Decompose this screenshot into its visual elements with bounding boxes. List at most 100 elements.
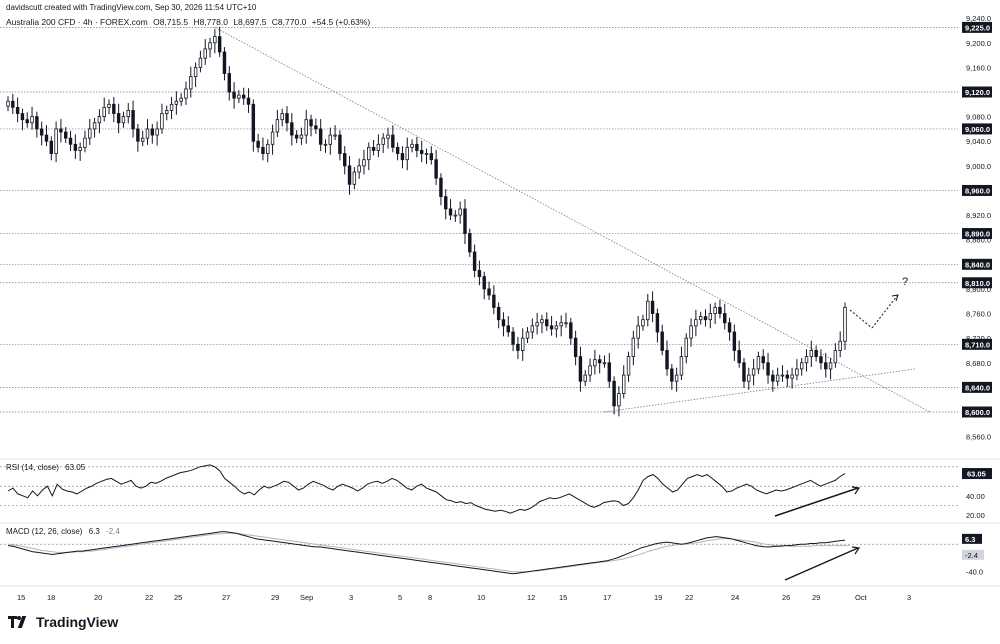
candle-up bbox=[626, 356, 631, 376]
rsi-axis-tick: 20.00 bbox=[966, 511, 985, 520]
tradingview-logo-icon bbox=[8, 615, 30, 629]
candle-up bbox=[198, 57, 203, 68]
candle-down bbox=[718, 306, 722, 314]
time-axis-tick: 3 bbox=[349, 593, 353, 602]
level-badge bbox=[962, 86, 992, 98]
time-axis-tick: Oct bbox=[855, 593, 868, 602]
candle-up bbox=[179, 97, 183, 102]
rsi-value-badge bbox=[962, 468, 992, 480]
macd-value: 6.3 bbox=[88, 527, 100, 536]
price-axis-tick: 9,040.0 bbox=[966, 137, 991, 146]
candle-down bbox=[73, 143, 78, 151]
level-badge-label: 8,640.0 bbox=[965, 383, 990, 392]
candle-up bbox=[410, 143, 414, 148]
candle-up bbox=[588, 365, 592, 376]
candle-down bbox=[217, 36, 222, 53]
ohlc-low: L8,697.5 bbox=[233, 17, 267, 27]
candle-up bbox=[790, 374, 794, 379]
candle-down bbox=[343, 153, 347, 167]
candle-down bbox=[737, 350, 741, 364]
candle-down bbox=[703, 316, 708, 321]
candle-up bbox=[636, 325, 640, 339]
candle-up bbox=[674, 374, 679, 382]
candle-down bbox=[11, 100, 15, 108]
macd-signal-value: -2.4 bbox=[106, 527, 120, 536]
candle-up bbox=[756, 356, 761, 370]
candle-up bbox=[780, 374, 785, 377]
candle-down bbox=[487, 288, 491, 296]
candle-down bbox=[285, 113, 289, 124]
price-axis-tick: 9,160.0 bbox=[966, 63, 991, 72]
candle-up bbox=[535, 322, 539, 327]
candle-down bbox=[660, 331, 664, 351]
level-badge-label: 9,225.0 bbox=[965, 23, 990, 32]
candle-down bbox=[232, 91, 236, 99]
candle-up bbox=[323, 143, 328, 146]
candle-down bbox=[501, 319, 506, 327]
candle-up bbox=[622, 374, 626, 394]
candle-down bbox=[597, 359, 602, 364]
symbol-title-bar: Australia 200 CFD · 4h · FOREX.com O8,71… bbox=[6, 17, 373, 27]
candle-up bbox=[213, 36, 217, 44]
uptrend-line bbox=[604, 368, 916, 413]
candle-down bbox=[670, 368, 674, 382]
candle-down bbox=[545, 319, 549, 327]
candle-up bbox=[386, 134, 390, 139]
macd-trend-arrow bbox=[784, 547, 859, 581]
arrowhead-icon bbox=[851, 546, 861, 555]
candle-down bbox=[150, 128, 155, 136]
time-axis-tick: 8 bbox=[428, 593, 432, 602]
candle-down bbox=[516, 343, 520, 351]
candle-down bbox=[650, 300, 655, 314]
candle-down bbox=[290, 122, 294, 136]
candle-up bbox=[708, 313, 713, 321]
time-axis-tick: 27 bbox=[222, 593, 230, 602]
candle-up bbox=[54, 128, 58, 154]
candle-up bbox=[107, 103, 111, 108]
candle-up bbox=[270, 131, 275, 145]
macd-signal-line bbox=[7, 532, 850, 573]
candle-down bbox=[347, 165, 352, 185]
candle-up bbox=[381, 137, 385, 145]
candle-down bbox=[814, 350, 818, 358]
candle-down bbox=[612, 380, 616, 407]
price-axis-tick: 9,200.0 bbox=[966, 39, 991, 48]
rsi-panel-label: RSI (14, close) 63.05 bbox=[6, 463, 89, 472]
candle-down bbox=[400, 153, 405, 161]
candle-up bbox=[828, 362, 833, 370]
candle-up bbox=[352, 171, 357, 185]
time-axis-tick: 18 bbox=[47, 593, 55, 602]
ohlc-high: H8,778.0 bbox=[193, 17, 228, 27]
rsi-line bbox=[7, 464, 846, 514]
candle-up bbox=[30, 116, 34, 124]
ohlc-open: O8,715.5 bbox=[153, 17, 189, 27]
rsi-value: 63.05 bbox=[65, 463, 86, 472]
candle-up bbox=[554, 325, 559, 330]
candle-down bbox=[492, 294, 496, 308]
candle-up bbox=[530, 325, 535, 333]
candle-down bbox=[20, 113, 25, 121]
candle-down bbox=[727, 322, 732, 333]
time-axis-tick: 24 bbox=[731, 593, 739, 602]
level-badge-label: 8,890.0 bbox=[965, 230, 990, 239]
candle-up bbox=[333, 134, 337, 137]
candle-down bbox=[723, 313, 727, 324]
candle-down bbox=[15, 106, 20, 114]
candle-up bbox=[564, 322, 568, 325]
level-badge bbox=[962, 406, 992, 418]
level-badge-label: 9,060.0 bbox=[965, 125, 990, 134]
candle-down bbox=[511, 331, 515, 345]
candle-down bbox=[44, 134, 49, 142]
candle-up bbox=[184, 88, 188, 99]
symbol-title: Australia 200 CFD · 4h · FOREX.com bbox=[6, 17, 148, 27]
level-badge bbox=[962, 184, 992, 196]
candle-down bbox=[338, 134, 342, 154]
created-by-text: davidscutt created with TradingView.com,… bbox=[6, 3, 257, 12]
candle-down bbox=[766, 362, 770, 376]
level-badge bbox=[962, 123, 992, 135]
level-badge-label: 8,710.0 bbox=[965, 340, 990, 349]
candle-up bbox=[83, 137, 87, 148]
candle-down bbox=[318, 128, 323, 145]
candle-down bbox=[477, 270, 482, 278]
